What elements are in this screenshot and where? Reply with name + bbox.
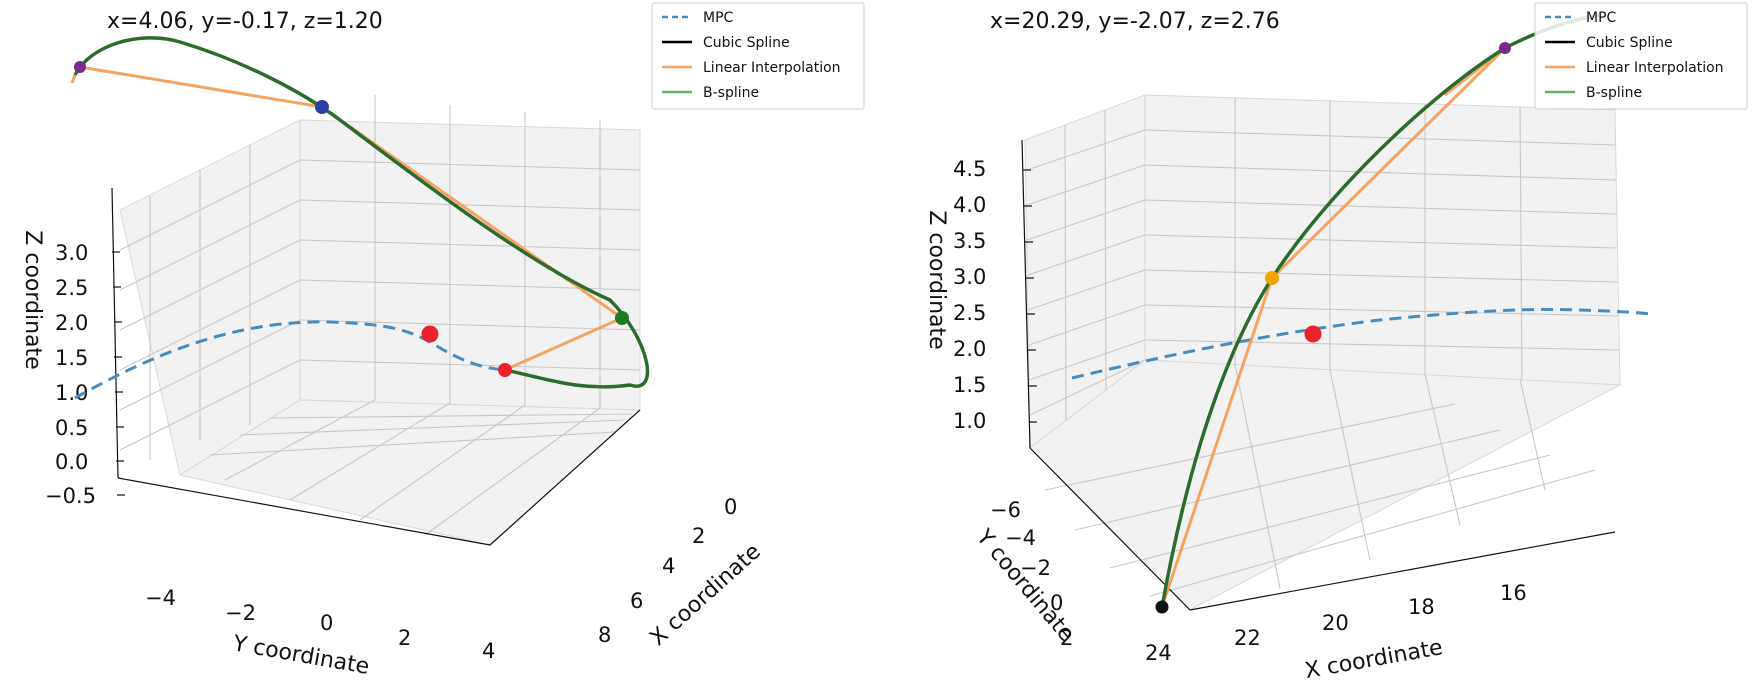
y-tick-label: −4 [145,586,176,610]
z-tick-label: 1.5 [55,346,88,370]
y-axis-line-left [117,477,491,546]
y-tick-label: −2 [1020,556,1051,580]
y-axis-label-left: Y coordinate [230,631,371,680]
pane-floor-right [1029,359,1622,611]
waypoint-blue-left [315,100,329,114]
z-ticks-right: 4.5 4.0 3.5 3.0 2.5 2.0 1.5 1.0 [953,157,1037,433]
current-position-left [421,325,439,343]
x-tick-label: 16 [1500,581,1527,605]
y-tick-label: 4 [482,639,495,663]
z-axis-label-left: Z coordinate [20,230,45,369]
z-tick-label: 2.0 [55,311,88,335]
z-tick-label: 0.5 [55,416,88,440]
current-position-right [1304,325,1322,343]
x-tick-label: 0 [724,495,737,519]
legend-label-mpc: MPC [1586,10,1617,26]
x-tick-label: 6 [630,589,643,613]
z-axis-label-right: Z coordinate [924,210,949,349]
z-axis-line-left [111,187,119,479]
z-ticks-left: 3.0 2.5 2.0 1.5 1.0 0.5 0.0 −0.5 [45,241,125,508]
x-axis-line-right [1189,531,1616,611]
legend-label-bspline: B-spline [703,85,759,101]
legend-label-cubic: Cubic Spline [1586,35,1673,51]
legend-right: MPC Cubic Spline Linear Interpolation B-… [1534,2,1748,110]
y-tick-label: 0 [320,611,333,635]
y-tick-label: 2 [1060,626,1073,650]
waypoint-purple-right [1499,42,1511,54]
subplot-left: 3.0 2.5 2.0 1.5 1.0 0.5 0.0 −0.5 −4 −2 0… [20,2,865,680]
z-tick-label: 2.5 [55,276,88,300]
x-axis-label-right: X coordinate [1303,635,1445,684]
y-tick-label: −4 [1005,526,1036,550]
y-tick-label: −2 [225,601,256,625]
z-tick-label: 4.5 [953,157,986,181]
y-ticks-left: −4 −2 0 2 4 [145,586,495,663]
coord-readout-left: x=4.06, y=-0.17, z=1.20 [107,9,383,34]
z-tick-label: 1.5 [953,373,986,397]
legend-left: MPC Cubic Spline Linear Interpolation B-… [651,2,865,110]
x-tick-label: 22 [1234,626,1261,650]
x-tick-label: 20 [1322,611,1349,635]
waypoint-start-left [498,363,512,377]
coord-readout-right: x=20.29, y=-2.07, z=2.76 [990,9,1280,34]
x-tick-label: 2 [692,524,705,548]
series-linear-left [79,65,626,372]
series-mpc-left [74,320,506,400]
x-ticks-left: 0 2 4 6 8 [598,495,737,647]
subplot-right: 4.5 4.0 3.5 3.0 2.5 2.0 1.5 1.0 −6 −4 −2… [924,2,1748,684]
z-tick-label: 2.0 [953,337,986,361]
x-ticks-right: 24 22 20 18 16 [1145,581,1527,665]
x-axis-line-left [489,409,641,546]
series-bspline-right [1160,13,1601,608]
z-tick-label: 3.0 [55,241,88,265]
legend-label-bspline: B-spline [1586,85,1642,101]
series-mpc-right [1071,308,1651,380]
z-tick-label: 2.5 [953,301,986,325]
x-tick-label: 8 [598,623,611,647]
z-tick-label: −0.5 [45,484,96,508]
legend-label-linear: Linear Interpolation [703,60,841,76]
x-tick-label: 18 [1408,595,1435,619]
pane-back-right [299,119,641,411]
x-tick-label: 4 [662,554,675,578]
y-axis-line-right [1029,447,1191,611]
series-bspline-left-start [70,74,77,84]
legend-label-linear: Linear Interpolation [1586,60,1724,76]
grid-lines-right [1026,98,1620,597]
y-tick-label: −6 [990,498,1021,522]
x-tick-label: 24 [1145,641,1172,665]
y-ticks-right: −6 −4 −2 0 2 [990,498,1073,650]
waypoint-orange-right [1265,271,1279,285]
z-axis-line-right [1021,139,1031,449]
z-tick-label: 1.0 [953,409,986,433]
waypoint-green-left [615,311,629,325]
z-tick-label: 4.0 [953,193,986,217]
y-tick-label: 0 [1050,591,1063,615]
series-bspline-left [73,36,650,389]
legend-label-cubic: Cubic Spline [703,35,790,51]
z-tick-label: 3.5 [953,229,986,253]
legend-label-mpc: MPC [703,10,734,26]
z-tick-label: 0.0 [55,450,88,474]
z-tick-label: 3.0 [953,265,986,289]
waypoint-purple-left [74,61,86,73]
waypoint-start-right [1155,600,1169,614]
y-tick-label: 2 [398,626,411,650]
